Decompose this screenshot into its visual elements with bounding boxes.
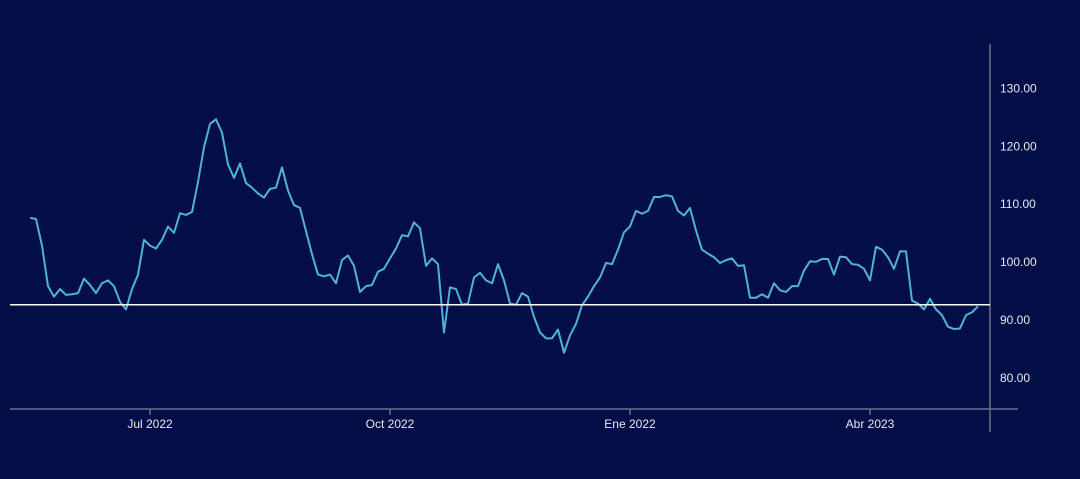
y-tick-label: 80.00 xyxy=(1000,371,1030,385)
line-series xyxy=(29,118,979,354)
x-tick-label: Jul 2022 xyxy=(127,417,173,431)
y-tick-label: 110.00 xyxy=(1000,197,1036,211)
x-tick-label: Ene 2022 xyxy=(604,417,656,431)
y-tick-label: 130.00 xyxy=(1000,81,1037,95)
y-tick-label: 90.00 xyxy=(1000,313,1030,327)
y-tick-label: 120.00 xyxy=(1000,139,1037,153)
y-tick-label: 100.00 xyxy=(1000,255,1037,269)
x-tick-label: Abr 2023 xyxy=(846,417,895,431)
x-tick-label: Oct 2022 xyxy=(366,417,415,431)
